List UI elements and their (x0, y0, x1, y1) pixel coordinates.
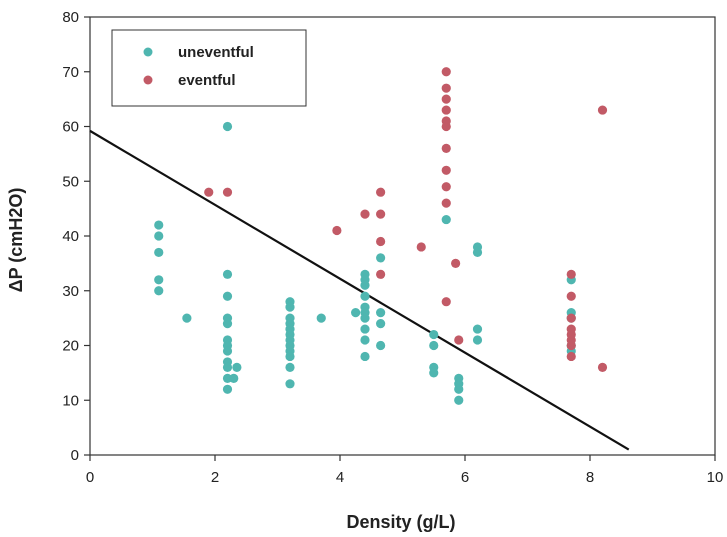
data-point-uneventful (376, 319, 386, 329)
data-point-eventful (566, 291, 576, 301)
data-point-uneventful (222, 362, 233, 372)
data-point-eventful (441, 83, 451, 93)
data-point-uneventful (454, 384, 464, 394)
legend-box (111, 29, 307, 107)
data-points (154, 67, 608, 405)
data-point-uneventful (285, 362, 295, 372)
data-point-uneventful (222, 384, 233, 394)
y-axis-ticks: 0 10 20 30 40 50 60 70 80 (62, 9, 90, 464)
data-point-uneventful (360, 335, 370, 345)
data-point-uneventful (229, 373, 239, 383)
x-tick-label: 2 (211, 469, 219, 486)
data-point-uneventful (182, 313, 192, 323)
data-point-eventful (597, 362, 608, 372)
y-tick-label: 30 (62, 283, 79, 300)
data-point-uneventful (154, 231, 164, 241)
data-point-uneventful (222, 346, 233, 356)
data-point-eventful (441, 94, 451, 104)
data-point-uneventful (222, 121, 233, 132)
y-tick-label: 50 (62, 173, 79, 190)
data-point-eventful (376, 269, 386, 279)
data-point-eventful (441, 105, 451, 115)
data-point-eventful (441, 121, 451, 132)
y-tick-label: 20 (62, 338, 79, 355)
data-point-uneventful (376, 308, 386, 318)
data-point-uneventful (154, 275, 164, 285)
legend-marker-uneventful (143, 47, 153, 57)
x-tick-label: 4 (336, 469, 344, 486)
x-axis-title: Density (g/L) (346, 512, 455, 532)
data-point-uneventful (285, 379, 295, 389)
data-point-eventful (441, 67, 451, 77)
data-point-uneventful (360, 324, 370, 334)
data-point-eventful (451, 258, 461, 268)
data-point-uneventful (441, 214, 451, 225)
data-point-eventful (376, 209, 386, 219)
data-point-uneventful (285, 351, 295, 362)
data-point-eventful (566, 340, 576, 351)
y-tick-label: 10 (62, 392, 79, 409)
data-point-uneventful (154, 247, 164, 258)
data-point-eventful (416, 242, 426, 252)
data-point-eventful (360, 209, 370, 219)
data-point-uneventful (472, 247, 483, 258)
data-point-eventful (376, 187, 386, 197)
data-point-uneventful (351, 308, 361, 318)
y-tick-label: 80 (62, 9, 79, 26)
data-point-uneventful (360, 280, 370, 290)
data-point-eventful (441, 165, 451, 175)
data-point-uneventful (376, 253, 386, 263)
data-point-eventful (441, 297, 451, 307)
data-point-uneventful (360, 291, 370, 301)
data-point-eventful (566, 351, 576, 362)
plot-area: 0 10 20 30 40 50 60 70 80 0 2 4 6 8 10 (62, 9, 723, 486)
data-point-uneventful (285, 302, 295, 312)
data-point-uneventful (316, 313, 326, 323)
y-axis-title: ΔP (cmH2O) (6, 188, 26, 293)
data-point-eventful (441, 143, 451, 153)
regression-line (89, 129, 630, 451)
data-point-eventful (376, 236, 386, 247)
data-point-uneventful (360, 313, 370, 323)
data-point-uneventful (376, 340, 386, 351)
data-point-eventful (566, 269, 576, 279)
y-tick-label: 70 (62, 64, 79, 81)
data-point-uneventful (232, 362, 242, 372)
y-tick-label: 0 (71, 447, 79, 464)
data-point-uneventful (429, 368, 439, 378)
data-point-eventful (222, 187, 233, 197)
legend-label-eventful: eventful (178, 72, 236, 89)
data-point-eventful (441, 182, 451, 192)
data-point-eventful (597, 105, 608, 115)
data-point-uneventful (472, 335, 483, 345)
y-tick-label: 40 (62, 228, 79, 245)
data-point-eventful (441, 198, 451, 208)
x-tick-label: 8 (586, 469, 594, 486)
legend: uneventful eventful (111, 29, 307, 107)
y-tick-label: 60 (62, 119, 79, 136)
data-point-uneventful (429, 329, 439, 340)
data-point-eventful (332, 225, 342, 236)
data-point-eventful (566, 313, 576, 323)
data-point-uneventful (454, 395, 464, 405)
data-point-eventful (454, 335, 464, 345)
data-point-uneventful (222, 291, 233, 301)
data-point-uneventful (222, 269, 233, 279)
x-tick-label: 10 (707, 469, 724, 486)
data-point-uneventful (429, 340, 439, 351)
data-point-uneventful (222, 319, 233, 329)
data-point-uneventful (154, 286, 164, 296)
data-point-uneventful (360, 351, 370, 362)
data-point-uneventful (154, 220, 164, 230)
data-point-eventful (204, 187, 214, 197)
legend-label-uneventful: uneventful (178, 44, 254, 61)
x-axis-ticks: 0 2 4 6 8 10 (86, 455, 724, 486)
x-tick-label: 6 (461, 469, 469, 486)
data-point-uneventful (472, 324, 483, 334)
x-tick-label: 0 (86, 469, 94, 486)
legend-marker-eventful (143, 75, 153, 85)
